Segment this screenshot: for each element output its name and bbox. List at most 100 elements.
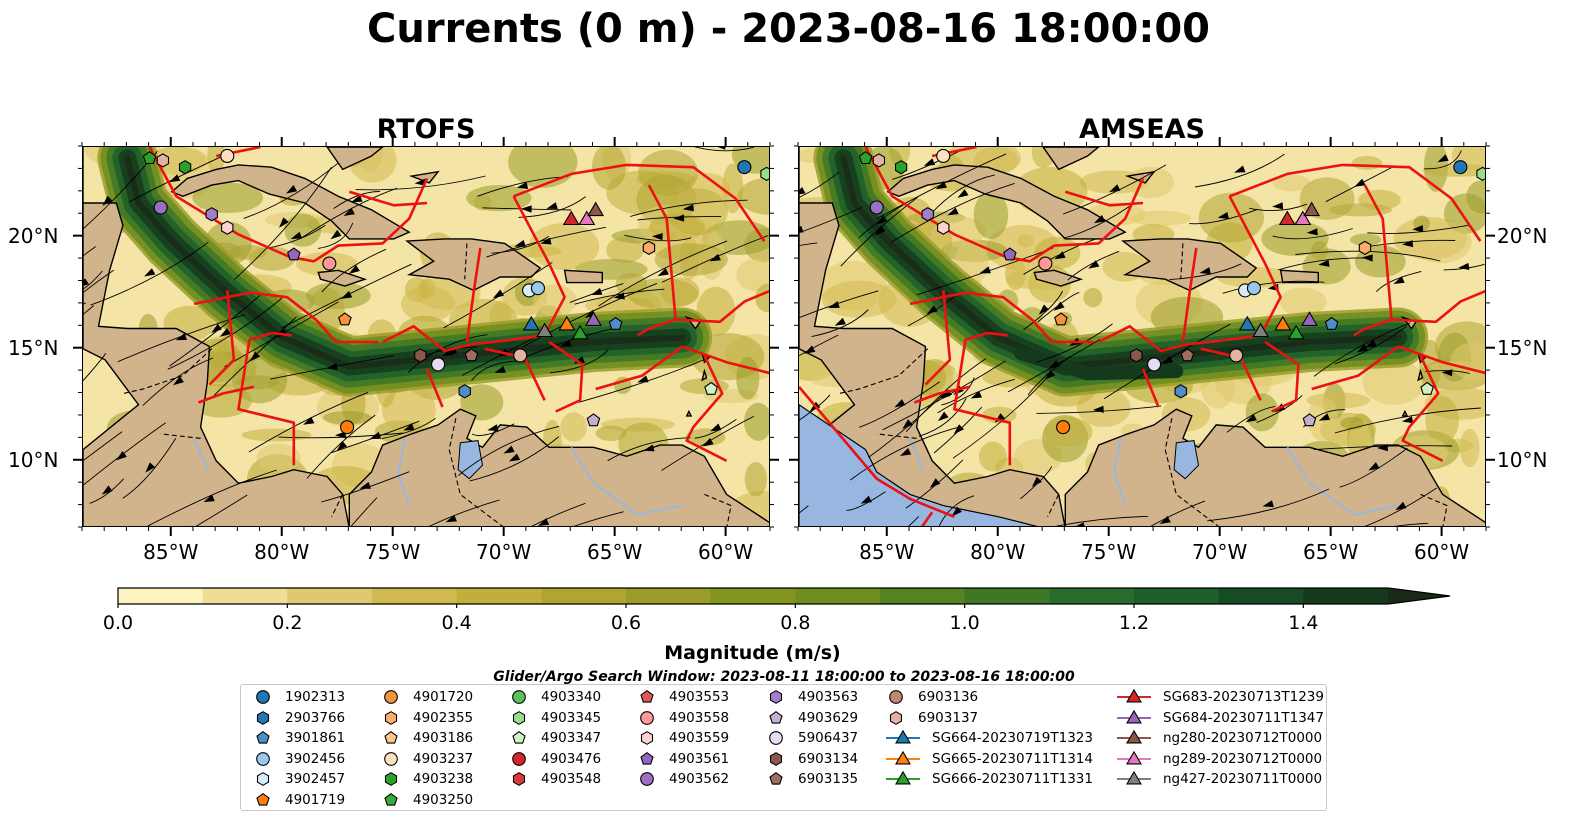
land (83, 147, 769, 526)
legend-entry-label: SG684-20230711T1347 (1163, 709, 1324, 726)
argo-float-marker (858, 151, 873, 165)
legend-triangle-marker (895, 729, 911, 744)
legend-entry-label: 5906437 (798, 730, 859, 747)
legend-entry: 4903553 (637, 688, 729, 706)
argo-float-marker (1180, 348, 1195, 362)
glider-marker (536, 322, 554, 338)
argo-legend-icon (769, 751, 783, 766)
argo-float-marker (872, 153, 886, 168)
legend-entry: SG683-20230713T1239 (1117, 688, 1324, 706)
argo-legend-icon (640, 751, 654, 765)
argo-float-marker (464, 348, 479, 362)
glider-marker (1294, 210, 1312, 226)
lon-tick-label: 75°W (1081, 540, 1137, 564)
legend-triangle-marker (1126, 688, 1142, 703)
argo-float-marker (1038, 256, 1053, 271)
streamlines (83, 147, 769, 526)
argo-float-marker (1054, 312, 1068, 326)
legend-entry: 4903237 (381, 750, 473, 768)
legend-entry: 2903766 (253, 709, 345, 727)
glider-marker (1252, 322, 1270, 338)
colorbar-bin (880, 588, 966, 604)
legend-entry-label: 4903629 (798, 709, 859, 726)
legend-entry: 4903250 (381, 791, 473, 809)
legend-entry: 4901719 (253, 791, 345, 809)
legend-pentagon-marker (640, 751, 654, 765)
argo-legend-icon (512, 710, 526, 725)
argo-float-marker (142, 151, 157, 165)
legend-entry: 3902457 (253, 770, 345, 788)
legend-entry-label: 3902456 (285, 750, 346, 767)
argo-float-marker (458, 384, 471, 399)
glider-marker (585, 311, 602, 326)
legend-entry: 4903563 (766, 688, 858, 706)
lon-tick-label: 65°W (1303, 540, 1359, 564)
legend-entry-label: 4902355 (413, 709, 474, 726)
argo-float-marker (737, 160, 752, 175)
argo-float-marker (178, 160, 192, 175)
legend-entry: 4903340 (509, 688, 601, 706)
legend-entry: SG666-20230711T1331 (886, 770, 1093, 788)
legend-entry-label: ng289-20230712T0000 (1163, 750, 1323, 767)
colorbar-bin (795, 588, 881, 604)
glider-legend-icon (1117, 750, 1151, 765)
eez-boundaries (148, 147, 769, 466)
argo-legend-icon (384, 772, 398, 787)
legend-triangle-marker (1126, 771, 1142, 785)
legend-triangle-marker (1126, 709, 1142, 724)
glider-markers (1238, 201, 1321, 340)
legend-entry-label: 4903558 (669, 709, 730, 726)
lat-tick-label-right: 15°N (1497, 335, 1548, 360)
argo-float-marker (153, 200, 168, 215)
legend-entry: 4903562 (637, 770, 729, 788)
legend-entry-label: 3902457 (285, 771, 346, 788)
legend-entry-label: 4903562 (669, 771, 730, 788)
argo-float-marker (894, 160, 908, 175)
glider-markers (522, 201, 605, 340)
argo-float-marker (1003, 247, 1017, 261)
argo-float-marker (1229, 348, 1244, 363)
argo-float-marker (287, 247, 301, 261)
argo-float-marker (156, 153, 170, 168)
colorbar-bin (118, 588, 204, 604)
colorbar-bin (372, 588, 458, 604)
argo-legend-icon (640, 690, 654, 703)
legend-entry-label: ng280-20230712T0000 (1163, 730, 1323, 747)
lon-tick-label: 80°W (970, 540, 1026, 564)
lat-tick-label-left: 10°N (8, 447, 59, 472)
colorbar-bin (964, 588, 1050, 604)
legend-hexagon-marker (889, 710, 903, 725)
legend-entry-label: 4903237 (413, 750, 474, 767)
argo-legend-icon (384, 690, 398, 704)
legend-hexagon-marker (384, 772, 398, 787)
lon-tick-label: 70°W (1192, 540, 1248, 564)
argo-legend-icon (384, 793, 398, 806)
legend-triangle-marker (895, 750, 911, 765)
argo-float-marker (936, 148, 951, 164)
legend-entry-label: 4903548 (541, 771, 602, 788)
legend-title: Glider/Argo Search Window: 2023-08-11 18… (493, 669, 1075, 685)
colorbar-bin (202, 588, 288, 604)
legend-entry: SG684-20230711T1347 (1117, 709, 1324, 727)
legend-entry: 6903136 (886, 688, 978, 706)
colorbar-tick-label: 0.0 (102, 612, 134, 634)
legend-entry-label: 4901720 (413, 689, 474, 705)
colorbar-tick-label: 0.8 (780, 612, 811, 634)
argo-float-marker (1246, 281, 1262, 296)
argo-legend-icon (769, 690, 783, 704)
legend-entry-label: SG683-20230713T1239 (1163, 689, 1324, 705)
colorbar-tick-label: 1.0 (949, 612, 980, 634)
legend-pentagon-marker (256, 731, 270, 744)
colorbar-extend-arrow (1388, 588, 1450, 604)
lat-tick-label-left: 15°N (8, 335, 59, 360)
legend-circle-marker (384, 751, 398, 766)
glider-legend-icon (1117, 709, 1151, 724)
argo-float-marker (921, 207, 934, 222)
legend-entry: 6903135 (766, 770, 858, 788)
legend-hexagon-marker (256, 710, 270, 725)
legend-entry-label: SG664-20230719T1323 (932, 730, 1093, 747)
glider-marker (1301, 311, 1318, 326)
legend-circle-marker (640, 710, 654, 725)
argo-legend-icon (640, 731, 654, 746)
